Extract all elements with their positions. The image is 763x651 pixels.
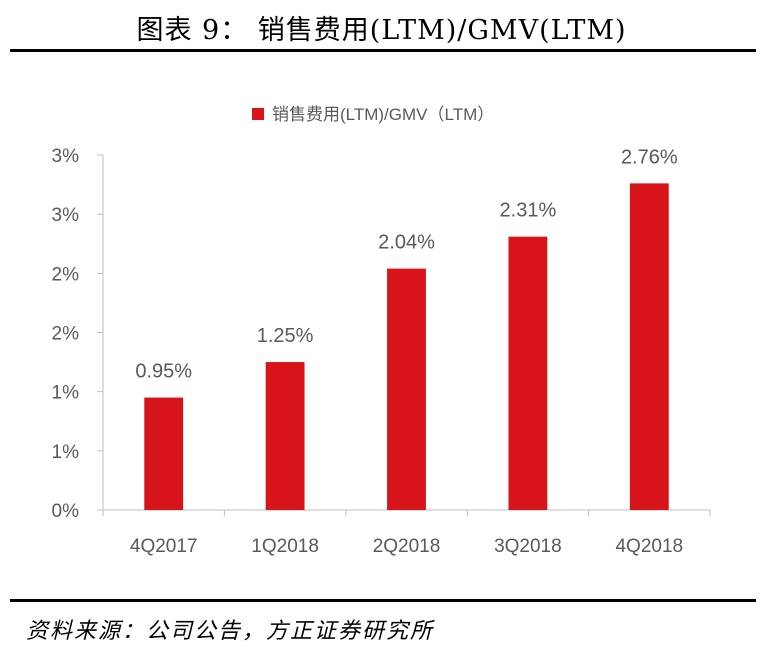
y-tick-label: 3% — [52, 205, 80, 226]
y-tick-label: 0% — [52, 501, 80, 522]
legend-label: 销售费用(LTM)/GMV（LTM） — [272, 105, 494, 124]
x-tick-label: 4Q2018 — [615, 536, 683, 557]
bar-chart: 销售费用(LTM)/GMV（LTM） 0% 1% 1% 2% 2% 3% 3% 4Q2017… — [52, 105, 711, 557]
legend-swatch — [252, 108, 264, 120]
bar — [629, 183, 669, 510]
bar — [387, 268, 426, 510]
bar — [144, 397, 184, 510]
bars — [144, 183, 669, 510]
y-tick-label: 3% — [52, 146, 80, 167]
bar — [265, 362, 305, 510]
figure-title: 图表 9： 销售费用(LTM)/GMV(LTM) — [136, 15, 627, 46]
y-axis: 0% 1% 1% 2% 2% 3% 3% — [52, 146, 104, 522]
x-tick-label: 4Q2017 — [130, 536, 198, 557]
data-label: 2.76% — [621, 146, 678, 168]
x-tick-label: 2Q2018 — [373, 536, 441, 557]
data-label: 1.25% — [257, 325, 314, 347]
x-tick-label: 3Q2018 — [494, 536, 562, 557]
source-note: 资料来源：公司公告，方正证券研究所 — [26, 619, 435, 644]
y-tick-label: 2% — [52, 264, 80, 285]
bar — [508, 236, 548, 510]
y-tick-label: 1% — [52, 442, 80, 463]
x-axis: 4Q2017 1Q2018 2Q2018 3Q2018 4Q2018 — [102, 509, 711, 557]
data-label: 0.95% — [135, 361, 192, 383]
data-label: 2.31% — [500, 200, 557, 222]
bottom-rule — [10, 599, 756, 602]
top-rule — [10, 49, 756, 52]
x-tick-label: 1Q2018 — [251, 536, 319, 557]
data-label: 2.04% — [378, 232, 435, 254]
y-tick-label: 1% — [52, 383, 80, 404]
data-labels: 0.95% 1.25% 2.04% 2.31% 2.76% — [135, 146, 678, 382]
y-tick-label: 2% — [52, 324, 80, 345]
